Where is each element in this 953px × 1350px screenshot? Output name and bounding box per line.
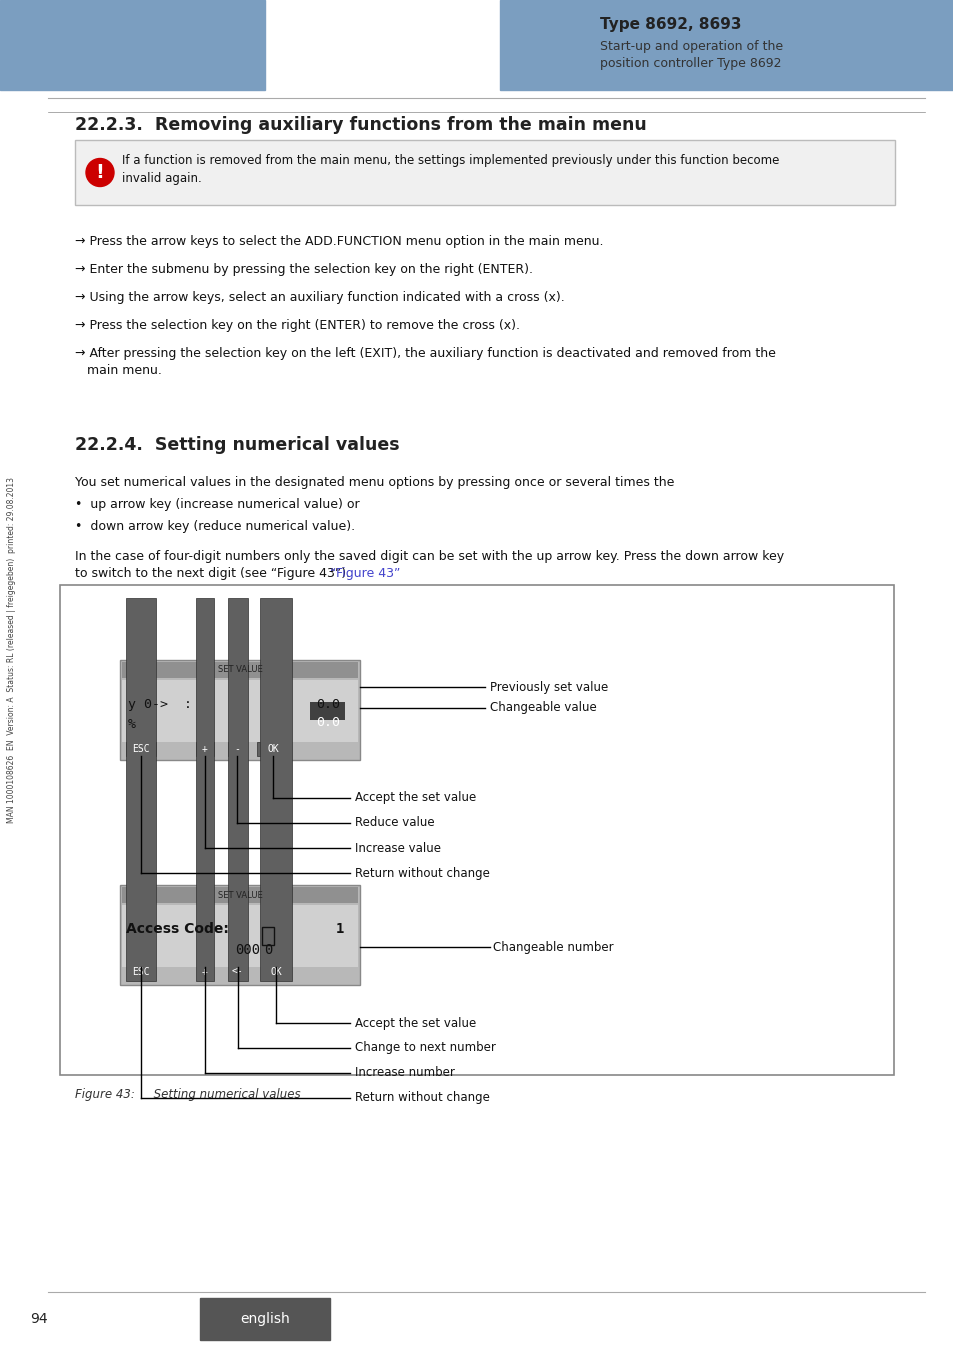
Bar xyxy=(120,886,359,986)
Text: “Figure 43”: “Figure 43” xyxy=(330,567,400,580)
Bar xyxy=(260,598,292,981)
Bar xyxy=(60,585,893,1075)
Text: to switch to the next digit (see “Figure 43”).: to switch to the next digit (see “Figure… xyxy=(75,567,350,580)
Text: If a function is removed from the main menu, the settings implemented previously: If a function is removed from the main m… xyxy=(122,154,779,185)
Text: <-: <- xyxy=(232,967,244,977)
Text: !: ! xyxy=(95,163,104,182)
Text: Increase value: Increase value xyxy=(355,841,440,855)
Bar xyxy=(144,22,150,26)
Bar xyxy=(195,743,213,756)
Bar xyxy=(133,22,193,26)
Text: FLUID CONTROL SYSTEMS: FLUID CONTROL SYSTEMS xyxy=(121,54,219,62)
Text: Change to next number: Change to next number xyxy=(355,1041,496,1054)
Bar xyxy=(228,743,246,756)
Text: +: + xyxy=(202,967,208,977)
Text: y 0->  :: y 0-> : xyxy=(128,698,192,711)
Bar xyxy=(122,680,357,742)
Text: OK: OK xyxy=(270,967,281,977)
Text: SET VALUE: SET VALUE xyxy=(217,891,262,899)
Text: Increase number: Increase number xyxy=(355,1066,455,1080)
Text: -: - xyxy=(233,744,240,755)
Text: Start-up and operation of the
position controller Type 8692: Start-up and operation of the position c… xyxy=(599,40,782,70)
Text: MAN 1000108626  EN  Version: A  Status: RL (released | freigegeben)  printed: 29: MAN 1000108626 EN Version: A Status: RL … xyxy=(8,477,16,824)
Text: → Press the selection key on the right (ENTER) to remove the cross (x).: → Press the selection key on the right (… xyxy=(75,319,519,332)
Text: Reduce value: Reduce value xyxy=(355,817,435,829)
Bar xyxy=(120,660,359,760)
Bar xyxy=(122,904,357,967)
Text: 22.2.4.  Setting numerical values: 22.2.4. Setting numerical values xyxy=(75,436,399,454)
Text: Changeable value: Changeable value xyxy=(490,702,597,714)
Bar xyxy=(499,0,953,90)
Text: •  down arrow key (reduce numerical value).: • down arrow key (reduce numerical value… xyxy=(75,520,355,533)
Bar xyxy=(122,887,357,903)
Text: → After pressing the selection key on the left (EXIT), the auxiliary function is: → After pressing the selection key on th… xyxy=(75,347,775,377)
Bar xyxy=(126,598,156,981)
Text: → Using the arrow keys, select an auxiliary function indicated with a cross (x).: → Using the arrow keys, select an auxili… xyxy=(75,292,564,304)
Text: SET VALUE: SET VALUE xyxy=(217,666,262,675)
Bar xyxy=(195,598,213,981)
Text: bürkert: bürkert xyxy=(117,28,222,53)
Text: Accept the set value: Accept the set value xyxy=(355,791,476,805)
Text: 0.0: 0.0 xyxy=(315,698,339,711)
Circle shape xyxy=(86,158,113,186)
Bar xyxy=(228,598,248,981)
Text: 0.0: 0.0 xyxy=(315,716,339,729)
Text: → Enter the submenu by pressing the selection key on the right (ENTER).: → Enter the submenu by pressing the sele… xyxy=(75,263,533,275)
Text: •  up arrow key (increase numerical value) or: • up arrow key (increase numerical value… xyxy=(75,498,359,512)
Text: ESC: ESC xyxy=(132,744,150,755)
Bar xyxy=(200,1297,330,1341)
Bar xyxy=(75,140,894,205)
Text: Accept the set value: Accept the set value xyxy=(355,1017,476,1030)
Text: 22.2.3.  Removing auxiliary functions from the main menu: 22.2.3. Removing auxiliary functions fro… xyxy=(75,116,646,134)
Text: 0: 0 xyxy=(264,944,272,957)
Text: → Press the arrow keys to select the ADD.FUNCTION menu option in the main menu.: → Press the arrow keys to select the ADD… xyxy=(75,235,603,248)
Bar xyxy=(133,22,140,26)
Bar xyxy=(122,662,357,678)
Bar xyxy=(310,702,345,720)
Text: %: % xyxy=(128,718,136,730)
Text: 94: 94 xyxy=(30,1312,48,1326)
Bar xyxy=(126,743,156,756)
Bar xyxy=(153,22,160,26)
Text: Access Code:: Access Code: xyxy=(126,922,229,936)
Text: You set numerical values in the designated menu options by pressing once or seve: You set numerical values in the designat… xyxy=(75,477,674,489)
Bar xyxy=(0,0,265,90)
Bar xyxy=(262,927,274,945)
Text: 1: 1 xyxy=(335,922,344,936)
Text: ESC: ESC xyxy=(132,967,150,977)
Text: Return without change: Return without change xyxy=(355,1092,489,1104)
Text: Type 8692, 8693: Type 8692, 8693 xyxy=(599,18,740,32)
Text: +: + xyxy=(202,744,208,755)
Bar xyxy=(164,22,170,26)
Text: english: english xyxy=(240,1312,290,1326)
Bar xyxy=(233,668,242,676)
Text: Previously set value: Previously set value xyxy=(490,680,608,694)
Text: 000: 000 xyxy=(234,944,260,957)
Text: Return without change: Return without change xyxy=(355,867,489,879)
Text: Figure 43:     Setting numerical values: Figure 43: Setting numerical values xyxy=(75,1088,300,1102)
Text: In the case of four-digit numbers only the saved digit can be set with the up ar: In the case of four-digit numbers only t… xyxy=(75,549,783,563)
Bar xyxy=(233,892,242,900)
Bar xyxy=(256,743,289,756)
Text: OK: OK xyxy=(267,744,278,755)
Text: Changeable number: Changeable number xyxy=(493,941,613,953)
